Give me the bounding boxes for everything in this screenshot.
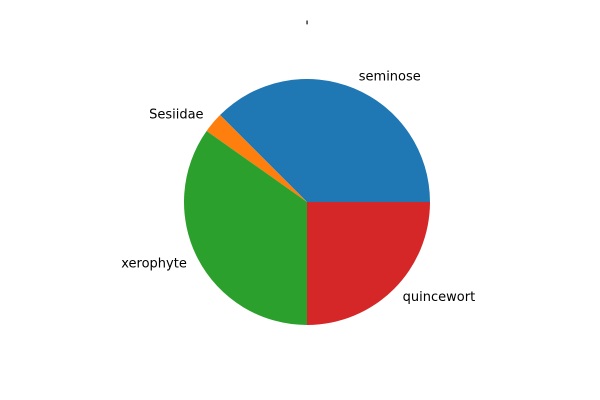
pie-slice-sesiidae [206,115,307,202]
pie-slice-xerophyte [184,130,307,325]
pie-label-seminose: seminose [359,70,421,85]
pie-label-quincewort: quincewort [403,290,476,305]
pie-label-sesiidae: Sesiidae [149,107,203,122]
chart-title: ' [305,19,309,35]
pie-slice-seminose [220,79,430,202]
pie-label-xerophyte: xerophyte [121,257,187,272]
pie-labels: seminose Sesiidae xerophyte quincewort [121,70,475,306]
pie-slice-quincewort [307,202,430,325]
pie-slices [184,79,430,325]
